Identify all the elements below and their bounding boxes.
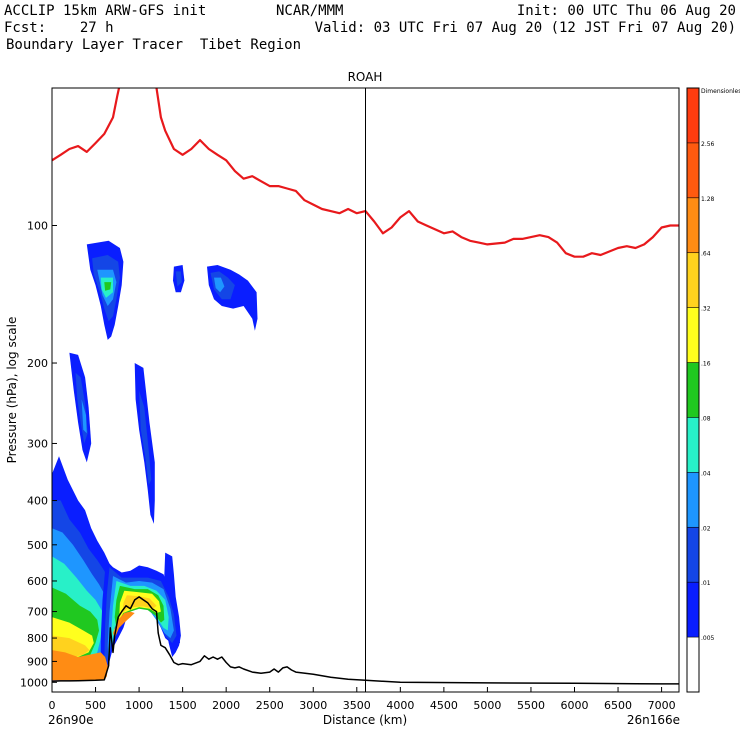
tracer-contour-4 [104,282,112,291]
x-tick-label: 6500 [604,699,632,712]
y-axis: 100 200 300 400 500 600 700 800 900 1000 [20,220,57,689]
header-valid-time: Valid: 03 UTC Fri 07 Aug 20 (12 JST Fri … [315,20,736,36]
colorbar-frame [686,87,700,693]
colorbar-label: 1.28 [701,196,715,203]
x-tick-label: 7000 [648,699,676,712]
x-axis-label: Distance (km) [323,713,407,727]
colorbar-label: .64 [701,251,711,258]
header-model-title: ACCLIP 15km ARW-GFS init [4,3,206,19]
colorbar-label: .01 [701,580,711,587]
colorbar-swatch [687,142,699,198]
tracer-contour-30 [52,650,108,681]
y-tick-label: 700 [27,606,48,619]
terrain-line [52,596,679,685]
y-tick-label: 400 [27,495,48,508]
x-tick-label: 1000 [125,699,153,712]
x-tick-label: 0 [49,699,56,712]
colorbar-label: .08 [701,415,711,422]
y-tick-label: 900 [27,655,48,668]
colorbar-label: Dimensionless [701,88,740,95]
x-start-location: 26n90e [48,713,94,727]
plot-title: ROAH [348,70,383,84]
tracer-shading [52,240,258,681]
colorbar-label: .32 [701,306,711,313]
header-org: NCAR/MMM [276,3,343,19]
tracer-contour-29 [122,595,157,613]
y-tick-label: 300 [27,437,48,450]
x-tick-label: 1500 [169,699,197,712]
tropopause-line [52,88,679,258]
tracer-contour-12 [81,399,87,434]
x-tick-label: 3500 [343,699,371,712]
tracer-contour-6 [175,271,182,287]
colorbar-swatch [687,637,699,692]
y-tick-label: 100 [27,220,48,233]
colorbar-label: .005 [701,635,715,642]
colorbar-swatch [687,582,699,638]
colorbar-label: .04 [701,470,711,477]
y-tick-label: 600 [27,575,48,588]
colorbar-swatch [687,88,699,143]
x-tick-label: 4500 [430,699,458,712]
x-axis: 0 500 1000 1500 2000 2500 3000 3500 4000 4500 5000… [49,687,676,712]
x-tick-label: 5500 [517,699,545,712]
line-layer [52,88,679,692]
colorbar-swatch [687,197,699,253]
colorbar-swatch [687,252,699,308]
colorbar-swatch [687,472,699,528]
header-forecast-hour: Fcst: 27 h [4,20,114,36]
x-tick-label: 6000 [561,699,589,712]
colorbar-label: .16 [701,361,711,368]
y-tick-label: 1000 [20,676,48,689]
x-tick-label: 3000 [299,699,327,712]
x-tick-label: 2500 [256,699,284,712]
color-bar: Dimensionless 2.56 1.28 .64 .32 .16 .08 .04 .02.… [686,87,740,693]
x-tick-label: 500 [85,699,106,712]
y-tick-label: 800 [27,632,48,645]
colorbar-swatch [687,417,699,473]
header-init-time: Init: 00 UTC Thu 06 Aug 20 [517,3,736,19]
colorbar-swatch [687,362,699,418]
x-tick-label: 2000 [212,699,240,712]
x-end-location: 26n166e [627,713,680,727]
y-axis-label: Pressure (hPa), log scale [5,317,19,464]
plot-frame [51,87,680,693]
header-field-name: Boundary Layer Tracer Tibet Region [6,37,301,53]
x-tick-label: 4000 [386,699,414,712]
x-tick-label: 5000 [473,699,501,712]
colorbar-label: 2.56 [701,141,715,148]
colorbar-swatch [687,527,699,583]
colorbar-label: .02 [701,525,711,532]
tracer-contour-9 [214,277,225,293]
y-tick-label: 500 [27,539,48,552]
y-tick-label: 200 [27,357,48,370]
colorbar-swatch [687,307,699,363]
tracer-contour-14 [139,390,152,486]
